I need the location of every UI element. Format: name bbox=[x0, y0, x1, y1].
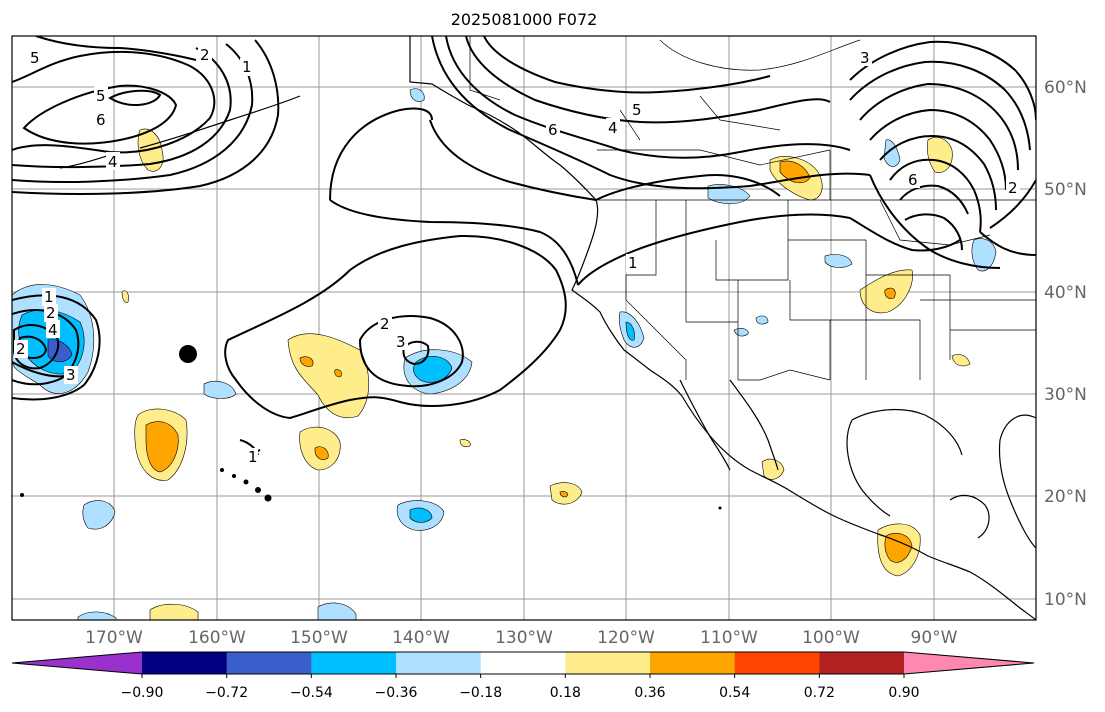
colorbar-extend-low bbox=[12, 652, 142, 674]
svg-text:4: 4 bbox=[108, 153, 118, 171]
lon-tick-label: 160°W bbox=[188, 628, 246, 648]
svg-text:2: 2 bbox=[46, 304, 56, 322]
contour-label: 5 bbox=[630, 100, 644, 119]
contour-label: 4 bbox=[106, 152, 120, 171]
colorbar-tick-labels: −0.90 −0.72 −0.54 −0.36 −0.18 0.18 0.36 0.54 0.7… bbox=[121, 674, 920, 701]
colorbar-segment bbox=[819, 652, 905, 674]
colorbar-extend-high bbox=[904, 652, 1034, 674]
lon-tick-label: 150°W bbox=[290, 628, 348, 648]
contour-label: 5 bbox=[28, 48, 42, 67]
storm-center-marker bbox=[179, 345, 197, 363]
colorbar-segment bbox=[396, 652, 482, 674]
svg-text:2: 2 bbox=[200, 46, 210, 64]
contour-label: 2 bbox=[378, 314, 392, 333]
colorbar-tick-label: −0.54 bbox=[290, 685, 333, 701]
colorbar-segment bbox=[311, 652, 397, 674]
colorbar-segment bbox=[650, 652, 736, 674]
colorbar-segment bbox=[565, 652, 651, 674]
svg-text:3: 3 bbox=[66, 366, 76, 384]
colorbar bbox=[11, 651, 1035, 675]
svg-text:2: 2 bbox=[16, 340, 26, 358]
lon-tick-label: 140°W bbox=[392, 628, 450, 648]
svg-text:5: 5 bbox=[30, 49, 40, 67]
colorbar-segment bbox=[734, 652, 820, 674]
contour-label: 5 bbox=[94, 86, 108, 105]
contour-label: 2 bbox=[44, 304, 58, 322]
colorbar-tick-label: 0.36 bbox=[634, 685, 665, 701]
lon-tick-label: 110°W bbox=[700, 628, 758, 648]
contour-label-layer: 5 2 1 5 6 4 6 4 5 3 1 2 4 2 3 2 3 1 1 6 … bbox=[14, 44, 1020, 466]
lat-tick-label: 10°N bbox=[1044, 590, 1087, 610]
contour-label: 6 bbox=[906, 170, 920, 189]
svg-text:6: 6 bbox=[96, 111, 106, 129]
colorbar-tick-label: 0.54 bbox=[719, 685, 750, 701]
contour-label: 2 bbox=[198, 44, 212, 64]
lat-tick-label: 30°N bbox=[1044, 385, 1087, 405]
contour-label: 2 bbox=[1006, 178, 1020, 197]
colorbar-segment bbox=[480, 652, 566, 674]
lat-tick-label: 20°N bbox=[1044, 487, 1087, 507]
contour-label: 1 bbox=[240, 58, 252, 76]
colorbar-tick-label: 0.72 bbox=[804, 685, 835, 701]
colorbar-tick-label: −0.36 bbox=[375, 685, 418, 701]
lat-tick-label: 50°N bbox=[1044, 180, 1087, 200]
lon-tick-label: 170°W bbox=[85, 628, 143, 648]
lon-tick-label: 100°W bbox=[802, 628, 860, 648]
svg-text:2: 2 bbox=[380, 315, 390, 333]
lon-tick-labels: 170°W 160°W 150°W 140°W 130°W 120°W 110°… bbox=[85, 628, 958, 648]
svg-text:6: 6 bbox=[548, 121, 558, 139]
svg-text:2: 2 bbox=[1008, 179, 1018, 197]
colorbar-segment bbox=[142, 652, 228, 674]
svg-text:5: 5 bbox=[632, 101, 642, 119]
lon-tick-label: 90°W bbox=[911, 628, 958, 648]
colorbar-tick-label: −0.18 bbox=[459, 685, 502, 701]
svg-text:4: 4 bbox=[48, 321, 58, 339]
svg-text:1: 1 bbox=[242, 58, 252, 76]
map-border bbox=[11, 35, 1037, 621]
contour-label: 3 bbox=[394, 332, 408, 351]
lat-tick-labels: 60°N 50°N 40°N 30°N 20°N 10°N bbox=[1044, 78, 1087, 610]
svg-text:1: 1 bbox=[248, 448, 258, 466]
contour-label: 1 bbox=[42, 288, 56, 306]
lon-tick-label: 120°W bbox=[597, 628, 655, 648]
contour-label: 3 bbox=[64, 366, 78, 384]
svg-text:3: 3 bbox=[396, 333, 406, 351]
lat-tick-label: 60°N bbox=[1044, 78, 1087, 98]
contour-label: 6 bbox=[94, 110, 108, 129]
coastlines bbox=[409, 36, 1036, 620]
contour-lines bbox=[12, 36, 1036, 456]
colorbar-tick-label: −0.72 bbox=[205, 685, 248, 701]
contour-label: 4 bbox=[606, 118, 620, 137]
contour-label: 3 bbox=[858, 48, 872, 67]
lon-tick-label: 130°W bbox=[495, 628, 553, 648]
svg-text:3: 3 bbox=[860, 49, 870, 67]
contour-label: 1 bbox=[246, 448, 258, 466]
map-title: 2025081000 F072 bbox=[450, 10, 598, 29]
contour-label: 6 bbox=[546, 120, 560, 139]
lat-tick-label: 40°N bbox=[1044, 283, 1087, 303]
state-borders bbox=[409, 36, 1036, 381]
contour-label: 4 bbox=[46, 320, 60, 339]
islands bbox=[20, 468, 722, 510]
svg-text:6: 6 bbox=[908, 171, 918, 189]
contour-label: 1 bbox=[626, 254, 640, 272]
colorbar-tick-label: 0.18 bbox=[550, 685, 581, 701]
colorbar-tick-label: 0.90 bbox=[888, 685, 919, 701]
contour-label: 2 bbox=[14, 340, 28, 358]
svg-text:4: 4 bbox=[608, 119, 618, 137]
svg-text:1: 1 bbox=[44, 288, 54, 306]
svg-text:1: 1 bbox=[628, 254, 638, 272]
colorbar-tick-label: −0.90 bbox=[121, 685, 164, 701]
svg-text:5: 5 bbox=[96, 87, 106, 105]
colorbar-segment bbox=[226, 652, 312, 674]
